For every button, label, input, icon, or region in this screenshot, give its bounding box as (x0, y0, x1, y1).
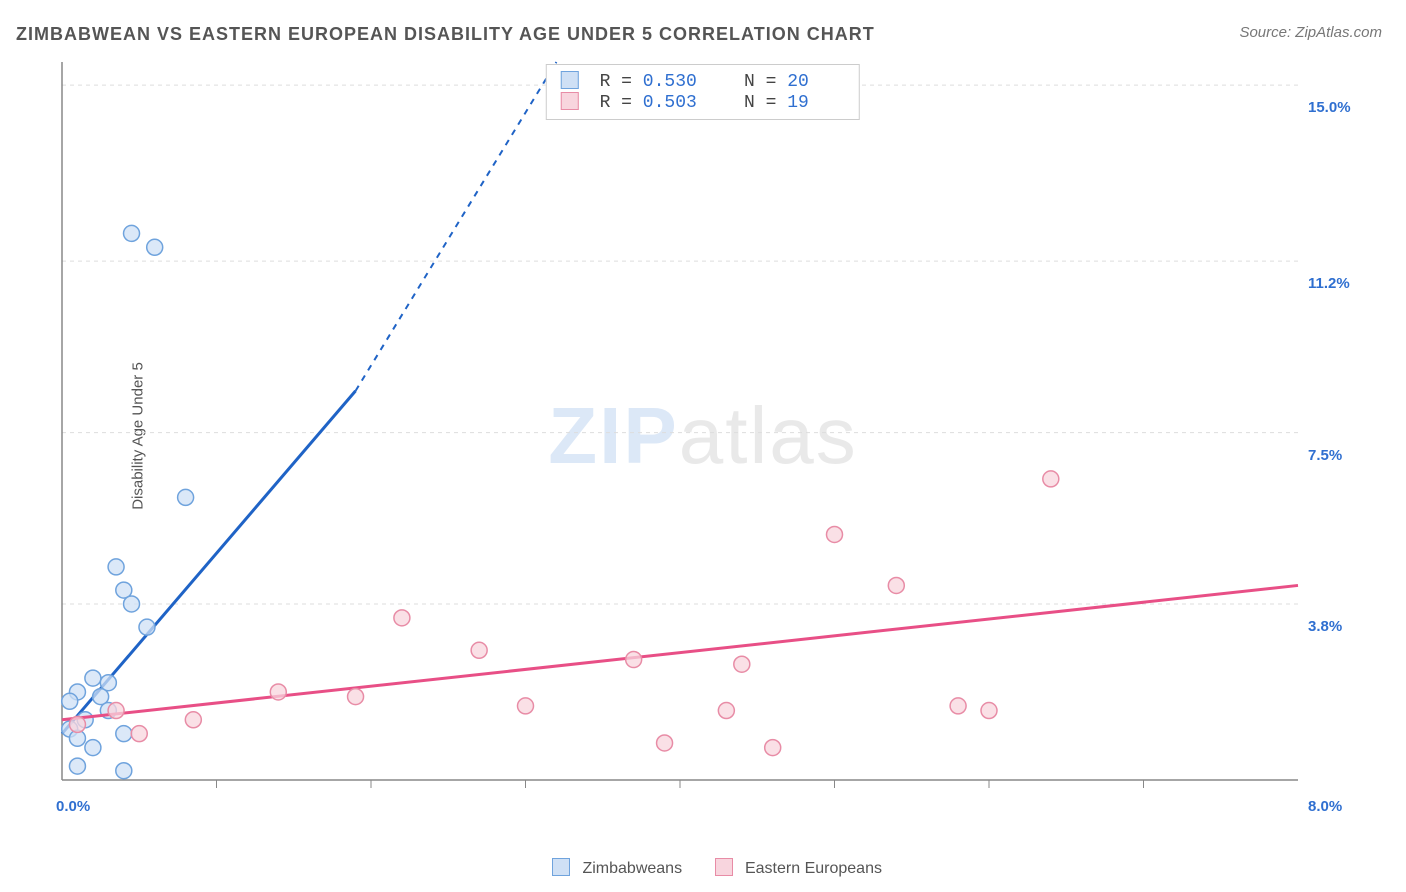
source-attribution: Source: ZipAtlas.com (1239, 24, 1382, 41)
corr-row-eastern-europeans: R = 0.503 N = 19 (561, 92, 845, 113)
r-value: 0.503 (643, 93, 701, 113)
y-tick-label: 11.2% (1308, 275, 1350, 292)
n-value: 19 (787, 93, 845, 113)
y-tick-label: 3.8% (1308, 618, 1342, 635)
scatter-chart (48, 60, 1358, 812)
r-label: R = (600, 93, 632, 113)
n-label: N = (744, 93, 776, 113)
legend-label-eastern-europeans: Eastern Europeans (745, 860, 882, 877)
y-tick-label: 7.5% (1308, 447, 1342, 464)
x-axis-max-label: 8.0% (1308, 798, 1342, 815)
y-tick-label: 15.0% (1308, 99, 1351, 116)
r-label: R = (600, 72, 632, 92)
n-value: 20 (787, 72, 845, 92)
chart-title: ZIMBABWEAN VS EASTERN EUROPEAN DISABILIT… (16, 24, 875, 45)
correlation-legend-box: R = 0.530 N = 20 R = 0.503 N = 19 (546, 64, 860, 120)
n-label: N = (744, 72, 776, 92)
plot-area: Disability Age Under 5 ZIPatlas R = 0.53… (48, 60, 1358, 812)
bottom-legend: Zimbabweans Eastern Europeans (0, 858, 1406, 878)
x-axis-origin-label: 0.0% (56, 798, 90, 815)
legend-swatch-zimbabweans (552, 858, 570, 876)
corr-row-zimbabweans: R = 0.530 N = 20 (561, 71, 845, 92)
r-value: 0.530 (643, 72, 701, 92)
legend-swatch-eastern-europeans (715, 858, 733, 876)
swatch-zimbabweans (561, 71, 579, 89)
swatch-eastern-europeans (561, 92, 579, 110)
legend-label-zimbabweans: Zimbabweans (582, 860, 682, 877)
